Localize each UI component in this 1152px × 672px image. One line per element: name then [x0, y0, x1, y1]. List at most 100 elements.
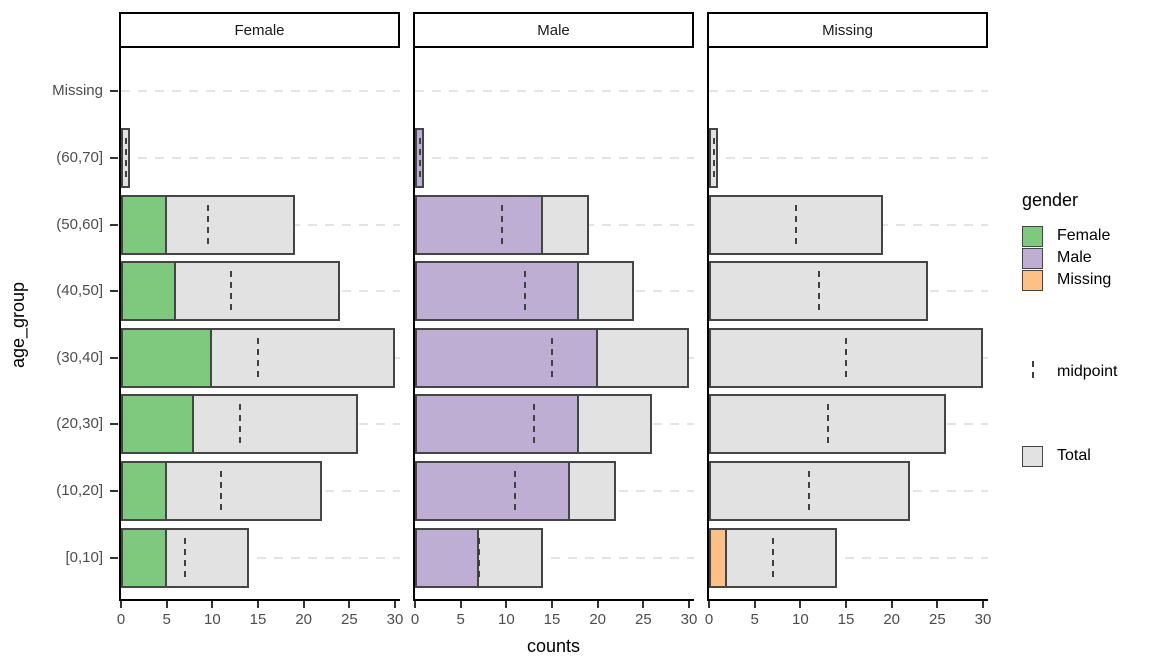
midpoint-marker [124, 137, 127, 178]
x-axis-tick [845, 601, 847, 608]
gender-bar-male [415, 194, 543, 255]
x-axis-tick-label: 10 [497, 611, 515, 628]
x-axis-tick [120, 601, 122, 608]
x-axis-tick [688, 601, 690, 608]
x-axis-tick [551, 601, 553, 608]
gridline [709, 556, 988, 559]
legend: gender Female Male Missing midpoint Tota… [1010, 190, 1152, 467]
x-axis-tick-label: 5 [750, 611, 759, 628]
facet-strip-label: Male [537, 21, 570, 39]
y-axis-tick [110, 490, 118, 493]
gridline [709, 90, 988, 93]
midpoint-marker [523, 271, 526, 312]
x-axis-tick [596, 601, 599, 608]
female-swatch [1022, 225, 1043, 247]
gender-bar-female [121, 194, 167, 255]
midpoint-marker [418, 137, 421, 178]
x-axis-tick [799, 601, 802, 608]
y-axis-tick [110, 356, 118, 359]
legend-label-total: Total [1057, 447, 1091, 464]
midpoint-marker [500, 204, 503, 245]
x-axis-tick-label: 20 [589, 611, 606, 628]
gender-bar-male [415, 527, 479, 588]
facet-panel-missing: 0 5 10 15 20 25 30 [705, 48, 991, 628]
x-axis-tick [394, 601, 396, 608]
midpoint-marker [826, 404, 829, 445]
x-axis-tick [459, 601, 462, 608]
gender-bar-female [121, 527, 167, 588]
y-axis-tick-label: (20,30] [56, 415, 103, 433]
x-axis-tick [257, 601, 259, 608]
midpoint-marker [817, 271, 820, 312]
x-axis-tick [302, 601, 305, 608]
x-axis-tick-label: 5 [456, 611, 465, 628]
x-axis-tick-label: 10 [791, 611, 809, 628]
x-axis-title: counts [526, 636, 581, 656]
midpoint-marker [477, 537, 480, 578]
legend-item-female: Female [1022, 225, 1152, 247]
midpoint-marker [220, 471, 223, 512]
y-axis-tick-label: (50,60] [56, 215, 103, 233]
legend-item-missing: Missing [1022, 269, 1152, 291]
x-axis-tick-label: 30 [974, 611, 992, 628]
x-axis-tick [890, 601, 893, 608]
midpoint-marker [183, 537, 186, 578]
midpoint-marker [808, 471, 811, 512]
x-axis-tick-label: 0 [410, 611, 420, 628]
x-axis-tick-label: 20 [883, 611, 900, 628]
gridline [121, 556, 400, 559]
gridline [121, 90, 400, 93]
x-axis-tick-label: 25 [340, 611, 358, 628]
gender-bar-female [121, 327, 213, 388]
midpoint-marker [206, 204, 209, 245]
total-swatch [1022, 445, 1043, 467]
x-axis-tick-label: 25 [928, 611, 946, 628]
y-axis-tick-label: Missing [52, 82, 103, 100]
y-axis-tick-label: (30,40] [56, 348, 103, 366]
gender-bar-male [415, 461, 571, 522]
legend-label-midpoint: midpoint [1057, 363, 1118, 380]
gender-bar-female [121, 394, 195, 455]
midpoint-marker [532, 404, 535, 445]
gridline [415, 90, 694, 93]
y-axis-tick-label: (60,70] [56, 148, 103, 166]
gender-bar-male [415, 261, 580, 322]
y-axis-tick-label: (40,50] [56, 282, 103, 300]
legend-label-missing: Missing [1057, 271, 1112, 288]
gridline [415, 156, 694, 159]
midpoint-marker [712, 137, 715, 178]
x-axis-tick [348, 601, 351, 608]
facet-panel-female: 0 5 10 15 20 25 30 [117, 48, 403, 628]
missing-swatch [1022, 269, 1043, 291]
legend-label-male: Male [1057, 249, 1092, 266]
y-axis-tick [110, 556, 118, 559]
x-axis-tick [211, 601, 214, 608]
y-axis-tick [110, 423, 118, 426]
midpoint-marker [257, 337, 259, 378]
y-axis-tick [110, 290, 118, 293]
x-axis-tick [505, 601, 508, 608]
legend-label-female: Female [1057, 227, 1111, 244]
gridline [709, 156, 988, 159]
midpoint-key [1022, 361, 1043, 383]
x-axis-tick-label: 15 [249, 611, 267, 628]
x-axis-tick [642, 601, 645, 608]
facet-panel-male: 0 5 10 15 20 25 30 [411, 48, 697, 628]
facet-panels: Female 0 5 10 15 20 25 30 Male 0 5 10 15 20 25 30 Missin… [117, 12, 991, 628]
x-axis-tick-label: 0 [704, 611, 714, 628]
y-axis-tick-label: [0,10] [65, 548, 103, 566]
gridline [415, 556, 694, 559]
x-axis-tick-label: 15 [837, 611, 855, 628]
x-axis-tick [982, 601, 984, 608]
x-axis-tick [753, 601, 756, 608]
x-axis-tick-label: 0 [116, 611, 126, 628]
x-axis-tick-label: 20 [295, 611, 312, 628]
midpoint-dash-icon [1031, 361, 1034, 383]
x-axis-tick [936, 601, 939, 608]
x-axis-tick [165, 601, 168, 608]
x-axis-tick [708, 601, 710, 608]
gender-bar-male [415, 327, 598, 388]
x-axis-tick [414, 601, 416, 608]
legend-item-total: Total [1022, 445, 1152, 467]
